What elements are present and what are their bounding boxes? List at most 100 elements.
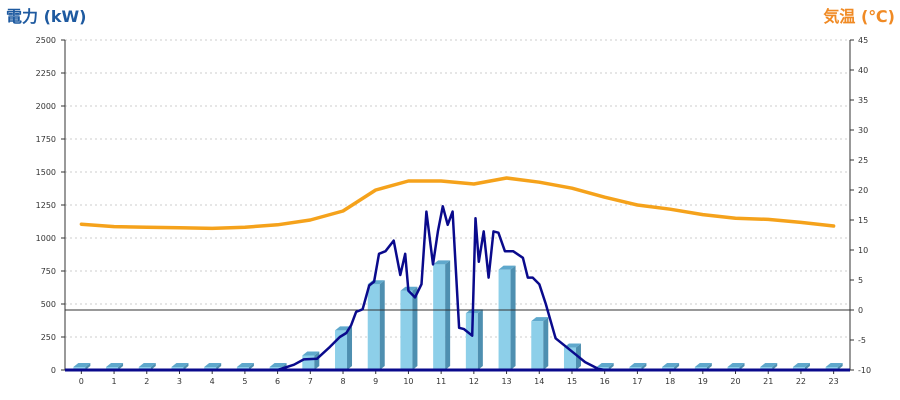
x-tick-label: 18 (665, 377, 675, 386)
bar-top (694, 363, 712, 367)
y-left-tick-label: 750 (41, 267, 56, 276)
bar-top (629, 363, 647, 367)
bar-side (477, 309, 483, 370)
y-left-tick-label: 1500 (36, 168, 56, 177)
bar-side (641, 363, 647, 370)
x-tick-label: 5 (242, 377, 247, 386)
bar-top (760, 363, 778, 367)
bar-front (531, 321, 544, 370)
x-tick-label: 15 (567, 377, 577, 386)
y-left-tick-label: 1750 (36, 135, 56, 144)
bar-top (236, 363, 254, 367)
y-right-tick-label: 30 (858, 126, 868, 135)
bar-front (433, 264, 446, 370)
bar-side (510, 265, 516, 370)
y-right-tick-label: 25 (858, 156, 868, 165)
bar-top (433, 260, 451, 265)
bar-side (837, 363, 843, 370)
y-right-tick-label: -5 (858, 336, 866, 345)
bar-front (465, 313, 478, 370)
bar-side (608, 363, 614, 370)
bar-side (216, 363, 222, 370)
temperature-series (79, 176, 836, 231)
y-left-tick-label: 2000 (36, 102, 56, 111)
bar-14 (531, 317, 549, 370)
bar-side (183, 363, 189, 370)
y-left-tick-label: 1000 (36, 234, 56, 243)
x-tick-label: 1 (112, 377, 117, 386)
bar-top (563, 343, 581, 348)
bar-top (73, 363, 91, 367)
x-tick-label: 16 (600, 377, 610, 386)
bar-front (367, 284, 380, 370)
bar-top (825, 363, 843, 367)
temperature-line (79, 176, 836, 231)
bar-side (248, 363, 254, 370)
x-tick-label: 6 (275, 377, 280, 386)
bar-top (204, 363, 222, 367)
bar-front (302, 355, 315, 370)
y-right-tick-label: 35 (858, 96, 868, 105)
bar-side (739, 363, 745, 370)
bar-top (498, 265, 516, 270)
y-right-tick-label: 45 (858, 36, 868, 45)
bar-12 (465, 309, 483, 370)
y-left-tick-label: 2250 (36, 69, 56, 78)
x-tick-label: 11 (436, 377, 446, 386)
bar-side (412, 286, 418, 370)
y-left-tick-label: 2500 (36, 36, 56, 45)
bar-front (400, 290, 413, 370)
bar-7 (302, 351, 320, 370)
x-tick-label: 0 (79, 377, 84, 386)
y-axis-left-label: 電力 (kW) (6, 7, 87, 26)
bar-top (269, 363, 287, 367)
bar-side (674, 363, 680, 370)
x-tick-label: 21 (763, 377, 773, 386)
x-tick-label: 3 (177, 377, 182, 386)
bar-side (118, 363, 124, 370)
bar-top (662, 363, 680, 367)
bar-top (727, 363, 745, 367)
x-tick-label: 17 (632, 377, 642, 386)
x-tick-label: 20 (730, 377, 740, 386)
tick-labels: 02505007501000125015001750200022502500-1… (36, 36, 871, 386)
y-right-tick-label: 40 (858, 66, 868, 75)
x-tick-label: 14 (534, 377, 544, 386)
x-tick-label: 4 (210, 377, 215, 386)
y-right-tick-label: 5 (858, 276, 863, 285)
bar-side (347, 326, 353, 370)
x-tick-label: 19 (698, 377, 708, 386)
axes (61, 39, 854, 374)
bar-10 (400, 286, 418, 370)
x-tick-label: 10 (403, 377, 413, 386)
bar-11 (433, 260, 451, 370)
y-left-tick-label: 500 (41, 300, 56, 309)
y-left-tick-label: 1250 (36, 201, 56, 210)
x-tick-label: 2 (144, 377, 149, 386)
bar-side (85, 363, 91, 370)
bar-side (379, 280, 385, 370)
x-tick-label: 9 (373, 377, 378, 386)
bar-8 (335, 326, 353, 370)
bar-side (445, 260, 451, 370)
bar-13 (498, 265, 516, 370)
power-series (277, 205, 605, 372)
bar-9 (367, 280, 385, 370)
bar-top (302, 351, 320, 356)
bar-side (772, 363, 778, 370)
bar-top (792, 363, 810, 367)
y-left-tick-label: 0 (51, 366, 56, 375)
x-tick-label: 8 (340, 377, 345, 386)
bar-top (106, 363, 124, 367)
bar-side (804, 363, 810, 370)
bar-front (498, 269, 511, 370)
y-right-tick-label: 10 (858, 246, 868, 255)
bar-top (138, 363, 156, 367)
y-left-tick-label: 250 (41, 333, 56, 342)
bar-side (150, 363, 156, 370)
bar-top (596, 363, 614, 367)
y-right-tick-label: 15 (858, 216, 868, 225)
x-tick-label: 7 (308, 377, 313, 386)
x-tick-label: 12 (469, 377, 479, 386)
